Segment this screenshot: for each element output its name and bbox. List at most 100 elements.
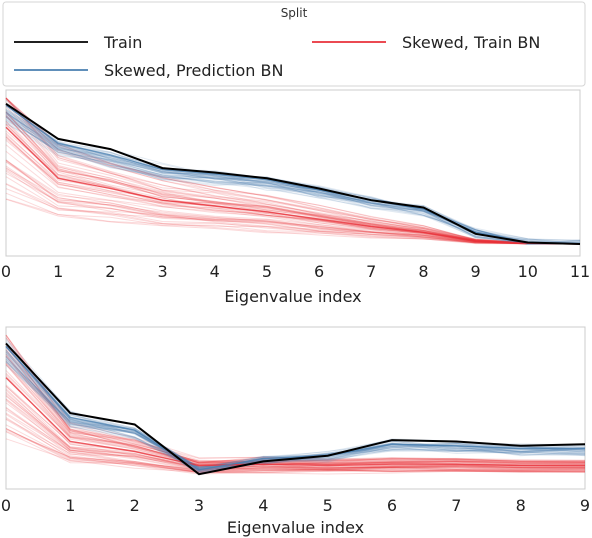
- train-bn-spread-line: [5, 386, 586, 468]
- train-bn-spread-line: [5, 97, 581, 245]
- train-bn-spread-line: [5, 418, 586, 472]
- train-bn-spread-line: [5, 97, 581, 245]
- pred-bn-spread-line: [5, 361, 586, 471]
- x-tick-label: 8: [516, 496, 526, 515]
- pred-bn-spread-line: [5, 116, 580, 245]
- train-bn-spread-line: [5, 188, 581, 245]
- pred-bn-spread-line: [5, 356, 586, 471]
- pred-bn-spread-line: [5, 112, 581, 241]
- train-bn-spread-line: [5, 424, 586, 474]
- train-bn-spread-line: [5, 167, 581, 245]
- x-tick-label: 6: [314, 262, 324, 281]
- legend-frame: [2, 1, 586, 87]
- train-bn-spread-line: [5, 97, 581, 245]
- x-tick-label: 10: [518, 262, 538, 281]
- pred-bn-spread-line: [5, 115, 580, 245]
- series-line-train: [5, 102, 581, 245]
- train-bn-spread-line: [5, 354, 586, 465]
- train-bn-spread-line: [5, 198, 581, 245]
- x-tick-label: 4: [258, 496, 268, 515]
- train-bn-spread-line: [5, 183, 581, 245]
- train-bn-spread-line: [5, 165, 581, 245]
- train-bn-spread-line: [5, 105, 581, 245]
- pred-bn-spread-line: [5, 355, 586, 470]
- pred-bn-spread-line: [5, 107, 581, 245]
- legend-label-train: Train: [103, 33, 142, 52]
- legend: Split Train Skewed, Train BN Skewed, Pre…: [2, 1, 586, 87]
- train-bn-spread-line: [5, 384, 586, 469]
- train-bn-spread-line: [5, 144, 580, 245]
- pred-bn-spread-line: [5, 110, 581, 245]
- train-bn-spread-line: [5, 183, 581, 245]
- pred-bn-spread-line: [5, 109, 581, 244]
- train-bn-spread-line: [5, 364, 586, 466]
- train-bn-spread-line: [5, 429, 586, 473]
- train-bn-spread-line: [5, 430, 586, 475]
- pred-bn-spread-line: [5, 113, 581, 245]
- train-bn-spread-line: [5, 427, 586, 474]
- train-bn-spread-line: [5, 389, 586, 469]
- train-bn-spread-line: [5, 355, 586, 465]
- plot-frame: [5, 326, 586, 490]
- train-bn-spread-line: [5, 343, 586, 464]
- x-tick-label: 9: [471, 262, 481, 281]
- pred-bn-spread-line: [5, 351, 586, 470]
- train-bn-spread-line: [5, 431, 586, 473]
- pred-bn-spread-line: [5, 113, 581, 244]
- pred-bn-spread-line: [5, 357, 586, 469]
- x-axis-label: Eigenvalue index: [224, 287, 361, 306]
- x-tick-label: 11: [570, 262, 590, 281]
- x-tick-label: 5: [323, 496, 333, 515]
- train-bn-spread-line: [5, 102, 581, 245]
- train-bn-spread-line: [5, 399, 586, 472]
- series-line-skewed-train-bn: [5, 377, 585, 467]
- train-bn-spread-line: [5, 413, 586, 473]
- train-bn-spread-line: [5, 395, 586, 470]
- x-tick-label: 3: [157, 262, 167, 281]
- train-bn-spread-line: [5, 97, 581, 245]
- x-tick-label: 9: [580, 496, 590, 515]
- train-bn-spread-line: [5, 343, 586, 464]
- train-bn-spread-line: [5, 172, 581, 245]
- pred-bn-spread-line: [5, 353, 586, 474]
- x-tick-label: 3: [194, 496, 204, 515]
- pred-bn-spread-line: [5, 121, 581, 245]
- train-bn-spread-line: [5, 97, 581, 245]
- train-bn-spread-line: [5, 391, 586, 470]
- pred-bn-spread-line: [5, 117, 581, 245]
- train-bn-spread-line: [5, 402, 586, 469]
- train-bn-spread-line: [5, 159, 581, 245]
- train-bn-spread-line: [5, 419, 586, 473]
- x-tick-label: 1: [65, 496, 75, 515]
- train-bn-spread-line: [5, 398, 586, 471]
- train-bn-spread-line: [5, 409, 586, 471]
- pred-bn-spread-line: [5, 105, 581, 245]
- legend-label-pred-bn: Skewed, Prediction BN: [104, 61, 283, 80]
- x-tick-label: 7: [366, 262, 376, 281]
- pred-bn-spread-line: [5, 119, 581, 245]
- x-tick-label: 6: [387, 496, 397, 515]
- pred-bn-spread-line: [5, 342, 586, 472]
- panel-top: 0 1 2 3 4 5 6 7 8 9 10 11 Eigenvalue index: [1, 89, 590, 306]
- train-bn-spread-line: [5, 349, 586, 465]
- x-axis-label: Eigenvalue index: [227, 518, 364, 537]
- train-bn-spread-line: [5, 115, 581, 245]
- x-tick-label: 0: [1, 262, 11, 281]
- pred-bn-spread-line: [5, 122, 581, 245]
- pred-bn-spread-line: [5, 113, 581, 244]
- x-tick-label: 1: [53, 262, 63, 281]
- train-bn-spread-line: [5, 99, 581, 245]
- train-bn-spread-line: [5, 97, 581, 245]
- train-bn-spread-line: [5, 412, 586, 472]
- train-bn-spread-line: [5, 337, 586, 464]
- pred-bn-spread-line: [5, 360, 586, 472]
- train-bn-spread-line: [5, 364, 586, 466]
- x-tick-label: 5: [262, 262, 272, 281]
- x-tick-label: 7: [451, 496, 461, 515]
- plot-frame: [5, 89, 581, 257]
- x-tick-label: 2: [105, 262, 115, 281]
- series-line-skewed-prediction-bn: [5, 104, 581, 245]
- pred-bn-spread-line: [5, 364, 586, 472]
- legend-title: Split: [281, 6, 308, 20]
